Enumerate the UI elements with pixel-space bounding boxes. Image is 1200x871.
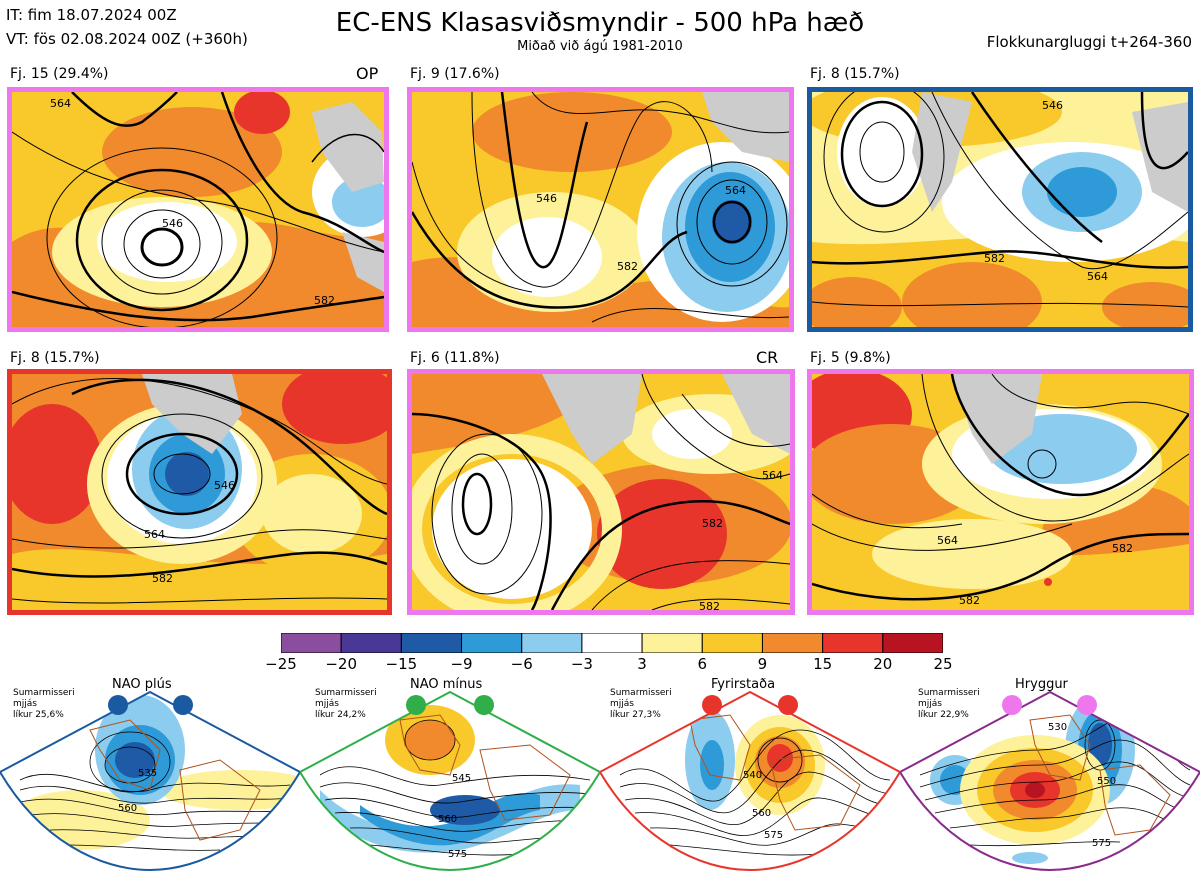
cluster-map-1: 546 564 582 bbox=[7, 87, 389, 332]
panel-3-contour-546: 546 bbox=[1042, 99, 1063, 112]
colorbar-swatch bbox=[641, 633, 703, 653]
colorbar-swatch bbox=[340, 633, 402, 653]
colorbar-swatch bbox=[822, 633, 884, 653]
regime-sim-nao-plus: mjjás bbox=[13, 699, 37, 709]
panel-1-tag: OP bbox=[356, 64, 379, 83]
cluster-map-3: 582 546 564 bbox=[807, 87, 1193, 332]
colorbar-swatch bbox=[281, 633, 342, 653]
panel-1-contour-582: 582 bbox=[314, 294, 335, 307]
panel-5-label: Fj. 6 (11.8%) bbox=[410, 350, 500, 366]
panel-2-contour-582: 582 bbox=[617, 260, 638, 273]
regime-contour-nao-minus-3: 575 bbox=[448, 849, 468, 860]
colorbar-tick-label: 9 bbox=[757, 655, 768, 673]
page-title: EC-ENS Klasasviðsmyndir - 500 hPa hæð bbox=[335, 8, 865, 38]
regime-sim-nao-minus: mjjás bbox=[315, 699, 339, 709]
panel-6-label: Fj. 5 (9.8%) bbox=[810, 350, 891, 366]
colorbar bbox=[281, 633, 943, 653]
regime-contour-blocking-3: 575 bbox=[764, 830, 784, 841]
colorbar-swatch bbox=[701, 633, 763, 653]
cluster-map-4: 564 546 582 bbox=[7, 369, 392, 615]
panel-6-contour-582: 582 bbox=[959, 594, 980, 607]
regime-contour-nao-minus-2: 560 bbox=[438, 814, 458, 825]
regime-map-nao-plus bbox=[0, 690, 300, 871]
panel-5-contour-564: 564 bbox=[762, 469, 783, 482]
colorbar-tick-label: −6 bbox=[510, 655, 533, 673]
regime-name-blocking: Fyrirstaða bbox=[711, 677, 776, 692]
panel-3-contour-582: 582 bbox=[984, 252, 1005, 265]
regime-season-nao-minus: Sumarmisseri bbox=[315, 688, 377, 698]
regime-season-ridge: Sumarmisseri bbox=[918, 688, 980, 698]
regime-prob-ridge: líkur 22,9% bbox=[918, 710, 969, 720]
panel-6-contour-564: 564 bbox=[937, 534, 958, 547]
panel-3-contour-564: 564 bbox=[1087, 270, 1108, 283]
panel-2-label: Fj. 9 (17.6%) bbox=[410, 66, 500, 82]
colorbar-swatch bbox=[461, 633, 523, 653]
colorbar-tick-label: −25 bbox=[265, 655, 297, 673]
panel-4-contour-582: 582 bbox=[152, 572, 173, 585]
regime-sim-blocking: mjjás bbox=[610, 699, 634, 709]
regime-prob-blocking: líkur 27,3% bbox=[610, 710, 661, 720]
colorbar-swatch bbox=[761, 633, 824, 653]
regime-contour-ridge-2: 550 bbox=[1097, 776, 1117, 787]
panel-2-contour-546: 546 bbox=[536, 192, 557, 205]
regime-prob-nao-plus: líkur 25,6% bbox=[13, 710, 64, 720]
page-subtitle: Miðað við ágú 1981-2010 bbox=[517, 39, 683, 54]
regime-season-blocking: Sumarmisseri bbox=[610, 688, 672, 698]
regime-season-nao-plus: Sumarmisseri bbox=[13, 688, 75, 698]
colorbar-tick-label: −9 bbox=[450, 655, 473, 673]
colorbar-tick-label: 25 bbox=[933, 655, 953, 673]
cluster-map-6: 564 582 582 bbox=[807, 369, 1194, 615]
regime-contour-blocking-1: 540 bbox=[743, 770, 763, 781]
cluster-map-5: 564 582 582 bbox=[407, 369, 795, 615]
regime-sim-ridge: mjjás bbox=[918, 699, 942, 709]
panel-5-tag: CR bbox=[756, 348, 779, 367]
colorbar-tick-label: 20 bbox=[873, 655, 893, 673]
colorbar-swatch bbox=[400, 633, 463, 653]
panel-5-contour-582: 582 bbox=[702, 517, 723, 530]
panel-3-label: Fj. 8 (15.7%) bbox=[810, 66, 900, 82]
cluster-map-2: 546 564 582 bbox=[407, 87, 794, 332]
colorbar-swatch bbox=[581, 633, 643, 653]
colorbar-swatch bbox=[521, 633, 583, 653]
regime-contour-ridge-1: 530 bbox=[1048, 722, 1068, 733]
regime-name-nao-minus: NAO mínus bbox=[410, 677, 483, 692]
panel-4-contour-546: 546 bbox=[214, 479, 235, 492]
regime-name-nao-plus: NAO plús bbox=[112, 677, 172, 692]
colorbar-swatch bbox=[882, 633, 943, 653]
init-time: IT: fim 18.07.2024 00Z bbox=[6, 6, 177, 24]
colorbar-tick-label: 3 bbox=[637, 655, 647, 673]
regime-contour-ridge-3: 575 bbox=[1092, 838, 1112, 849]
classification-window: Flokkunargluggi t+264-360 bbox=[986, 33, 1192, 51]
regime-contour-nao-minus-1: 545 bbox=[452, 773, 472, 784]
panel-4-contour-564: 564 bbox=[144, 528, 165, 541]
regime-prob-nao-minus: líkur 24,2% bbox=[315, 710, 366, 720]
regime-contour-nao-plus-1: 535 bbox=[138, 768, 158, 779]
panel-1-label: Fj. 15 (29.4%) bbox=[10, 66, 109, 82]
colorbar-tick-label: −20 bbox=[325, 655, 357, 673]
regime-map-blocking bbox=[600, 690, 900, 871]
colorbar-tick-label: −3 bbox=[570, 655, 593, 673]
panel-2-contour-564: 564 bbox=[725, 184, 746, 197]
colorbar-tick-label: 6 bbox=[697, 655, 708, 673]
colorbar-tick-label: 15 bbox=[813, 655, 833, 673]
regime-map-ridge bbox=[900, 690, 1200, 871]
panel-5-contour-582b: 582 bbox=[699, 600, 720, 613]
panel-1-contour-564: 564 bbox=[50, 97, 71, 110]
regime-contour-blocking-2: 560 bbox=[752, 808, 772, 819]
regime-map-nao-minus bbox=[300, 690, 600, 871]
regime-name-ridge: Hryggur bbox=[1015, 677, 1068, 692]
panel-4-label: Fj. 8 (15.7%) bbox=[10, 350, 100, 366]
valid-time: VT: fös 02.08.2024 00Z (+360h) bbox=[6, 30, 248, 48]
regime-contour-nao-plus-2: 560 bbox=[118, 803, 138, 814]
panel-1-contour-546: 546 bbox=[162, 217, 183, 230]
panel-6-contour-582b: 582 bbox=[1112, 542, 1133, 555]
colorbar-tick-label: −15 bbox=[385, 655, 418, 673]
